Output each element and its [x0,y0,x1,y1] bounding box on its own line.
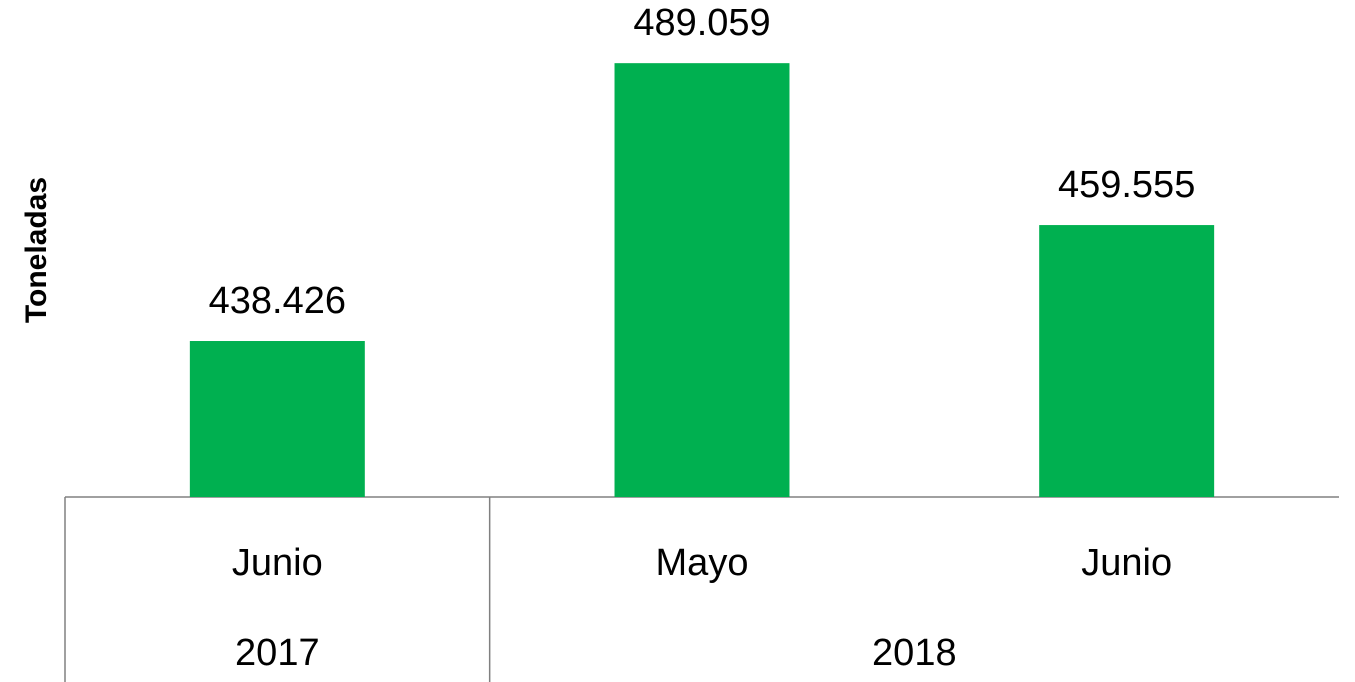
data-label: 489.059 [633,2,770,44]
data-label: 438.426 [209,280,346,322]
data-label: 459.555 [1058,164,1195,206]
bar [189,341,365,497]
y-axis-label: Toneladas [20,177,53,323]
bar [614,63,790,498]
x-tick-label: Junio [1081,542,1172,584]
x-tick-label: Junio [232,542,323,584]
bar [1039,225,1215,497]
x-tick-label: Mayo [656,542,749,584]
group-label: 2018 [872,632,957,674]
group-label: 2017 [235,632,320,674]
